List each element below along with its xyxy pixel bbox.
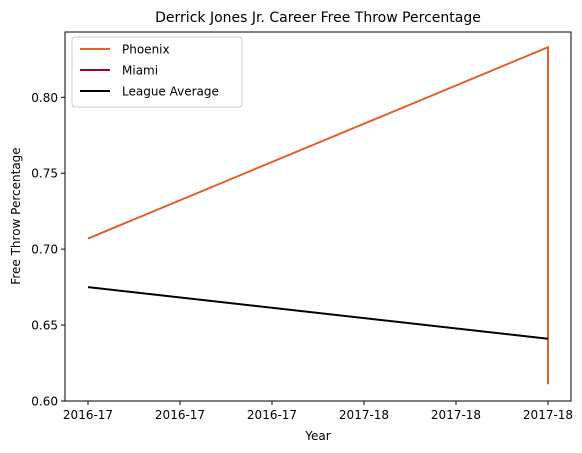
series-line-league-average	[87, 286, 549, 340]
x-tick-label: 2016-17	[63, 408, 113, 422]
x-tick-label: 2017-18	[339, 408, 389, 422]
x-tick-label: 2016-17	[155, 408, 205, 422]
chart-title: Derrick Jones Jr. Career Free Throw Perc…	[155, 10, 481, 26]
y-tick-label: 0.70	[31, 243, 58, 257]
series-line-phoenix	[87, 45, 549, 385]
y-tick-label: 0.75	[31, 167, 58, 181]
x-tick-label: 2016-17	[247, 408, 297, 422]
y-tick-label: 0.65	[31, 319, 58, 333]
legend-label: Miami	[122, 64, 158, 78]
x-tick-label: 2017-18	[431, 408, 481, 422]
plot-area	[87, 45, 549, 385]
x-axis-label: Year	[304, 429, 330, 443]
legend-label: Phoenix	[122, 43, 170, 57]
legend-label: League Average	[122, 85, 219, 99]
x-tick-label: 2017-18	[523, 408, 573, 422]
legend: Phoenix Miami League Average	[71, 36, 243, 108]
legend-box	[71, 36, 243, 108]
axes: 2016-17 2016-17 2016-17 2017-18 2017-18 2017-…	[31, 31, 573, 422]
plot-border	[64, 31, 572, 402]
y-tick-label: 0.60	[31, 395, 58, 409]
y-axis-label: Free Throw Percentage	[9, 147, 23, 284]
y-tick-label: 0.80	[31, 91, 58, 105]
